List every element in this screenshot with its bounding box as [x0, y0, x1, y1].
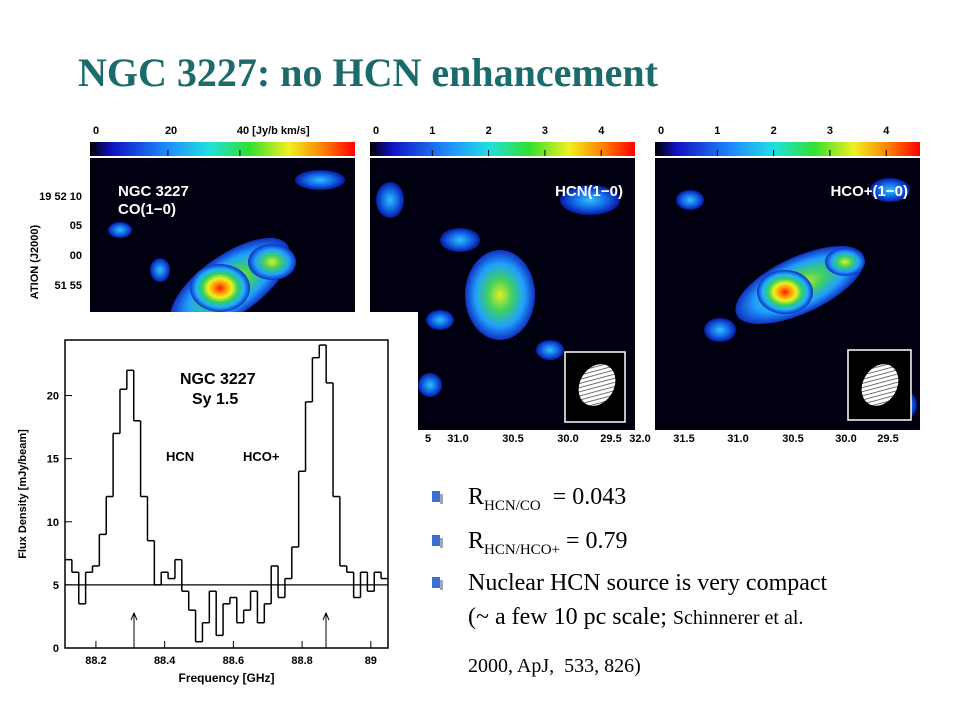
ra-tick-label: 31.0	[727, 433, 748, 445]
ra-tick-label: 31.5	[673, 433, 694, 445]
ra-tick-label: 30.0	[835, 433, 856, 445]
dec-axis-label: ATION (J2000)	[29, 224, 41, 299]
bullet-shadow	[440, 538, 443, 548]
x-tick-label: 88.4	[154, 655, 176, 667]
bullet-text-part: (~ a few 10 pc scale;	[468, 604, 673, 630]
bullet-shadow	[440, 580, 443, 590]
x-tick-label: 88.2	[85, 655, 106, 667]
colorbar-tick-label: 0	[373, 125, 379, 137]
colorbar-tick-label: 1	[714, 125, 720, 137]
spectrum-title: NGC 3227	[180, 371, 256, 388]
ra-tick-label: 30.0	[557, 433, 578, 445]
y-tick-label: 10	[47, 517, 59, 529]
ratio-value: = 0.79	[560, 528, 628, 554]
y-tick-label: 5	[53, 580, 59, 592]
inset-background	[0, 312, 418, 712]
x-tick-label: 88.6	[223, 655, 244, 667]
reference: Schinnerer et al.	[673, 607, 804, 629]
colorbar-tick-label: 40 [Jy/b km/s]	[237, 125, 310, 137]
reference: 2000, ApJ, 533, 826)	[468, 655, 641, 677]
spectrum-title: Sy 1.5	[192, 391, 238, 408]
map-label: CO(1−0)	[118, 201, 176, 218]
x-tick-label: 89	[365, 655, 377, 667]
colorbar-tick-label: 4	[883, 125, 890, 137]
ra-tick-label: 30.5	[782, 433, 803, 445]
y-tick-label: 0	[53, 643, 59, 655]
plot-frame	[64, 339, 389, 649]
y-tick-label: 15	[47, 454, 59, 466]
dec-tick-label: 00	[70, 250, 82, 262]
ratio-subscript: HCN/HCO+	[484, 542, 560, 558]
dec-tick-label: 51 55	[54, 280, 82, 292]
ra-tick-label: 30.5	[502, 433, 523, 445]
map-label: HCO+(1−0)	[830, 183, 908, 200]
bullet-marker	[432, 491, 440, 502]
colorbar-tick-label: 1	[429, 125, 435, 137]
ra-tick-label: 29.5	[600, 433, 621, 445]
map-label: NGC 3227	[118, 183, 189, 200]
dec-tick-label: 19 52 10	[39, 191, 82, 203]
bullet-marker	[432, 577, 440, 588]
ratio-value: = 0.043	[541, 484, 627, 510]
ra-tick-label: 5	[425, 433, 431, 445]
arrow-head	[322, 611, 330, 621]
colorbar-tick-label: 4	[598, 125, 605, 137]
bullet-text: RHCN/CO = 0.043	[468, 484, 626, 514]
x-axis-label: Frequency [GHz]	[178, 671, 274, 685]
bullet-shadow	[440, 494, 443, 504]
y-tick-label: 20	[47, 391, 59, 403]
slide-title: NGC 3227: no HCN enhancement	[78, 50, 659, 95]
x-tick-label: 88.8	[291, 655, 312, 667]
ra-tick-label: 31.0	[447, 433, 468, 445]
dec-tick-label: 05	[70, 220, 82, 232]
colorbar-tick-label: 3	[542, 125, 548, 137]
colorbar-tick-label: 3	[827, 125, 833, 137]
bullet-text: RHCN/HCO+ = 0.79	[468, 528, 628, 558]
bullet-text: (~ a few 10 pc scale; Schinnerer et al.	[468, 604, 803, 630]
y-axis-label: Flux Density [mJy/beam]	[17, 429, 29, 559]
colorbar-tick-label: 2	[486, 125, 492, 137]
map-images	[90, 142, 920, 430]
colorbar-tick-label: 2	[771, 125, 777, 137]
ratio-symbol: R	[468, 484, 484, 510]
colorbar-tick-label: 0	[93, 125, 99, 137]
map-label: HCN(1−0)	[555, 183, 623, 200]
ratio-subscript: HCN/CO	[484, 498, 541, 514]
bullet-marker	[432, 535, 440, 546]
ratio-symbol: R	[468, 528, 484, 554]
colorbar-tick-label: 0	[658, 125, 664, 137]
ra-tick-label: 32.0	[629, 433, 650, 445]
line-annotation: HCO+	[243, 449, 280, 464]
ra-tick-label: 29.5	[877, 433, 898, 445]
line-annotation: HCN	[166, 449, 194, 464]
colorbar-tick-label: 20	[165, 125, 177, 137]
bullet-text: Nuclear HCN source is very compact	[468, 570, 828, 596]
arrow-head	[130, 611, 138, 621]
